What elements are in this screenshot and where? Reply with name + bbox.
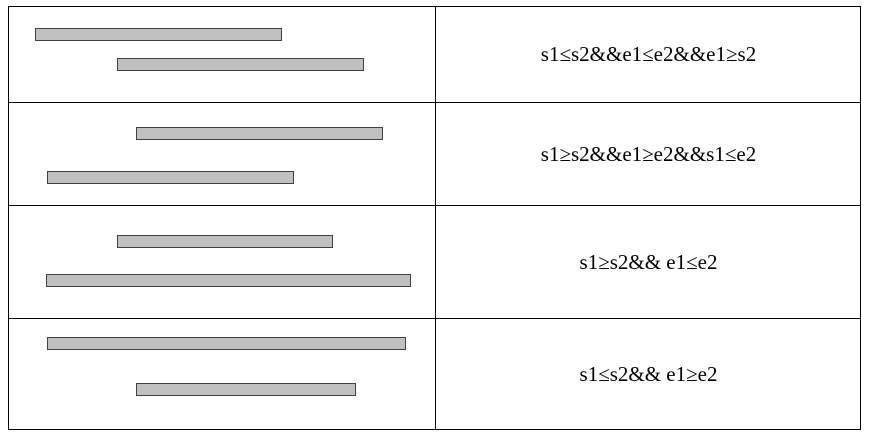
row-divider: [8, 318, 861, 319]
table-border: [8, 6, 861, 430]
interval-bar-2: [46, 274, 411, 287]
condition-text: s1≤s2&&e1≤e2&&e1≥s2: [540, 41, 757, 66]
column-divider: [435, 6, 436, 430]
condition-text: s1≥s2&& e1≤e2: [579, 249, 718, 274]
row-divider: [8, 205, 861, 206]
condition-text: s1≥s2&&e1≥e2&&s1≤e2: [540, 141, 757, 166]
interval-bar-2: [136, 383, 356, 396]
interval-bar-1: [117, 235, 333, 248]
interval-bar-2: [117, 58, 364, 71]
interval-bar-2: [47, 171, 294, 184]
interval-bar-1: [35, 28, 282, 41]
row-divider: [8, 102, 861, 103]
condition-text: s1≤s2&& e1≥e2: [579, 362, 718, 386]
interval-bar-1: [136, 127, 383, 140]
interval-bar-1: [47, 337, 406, 350]
